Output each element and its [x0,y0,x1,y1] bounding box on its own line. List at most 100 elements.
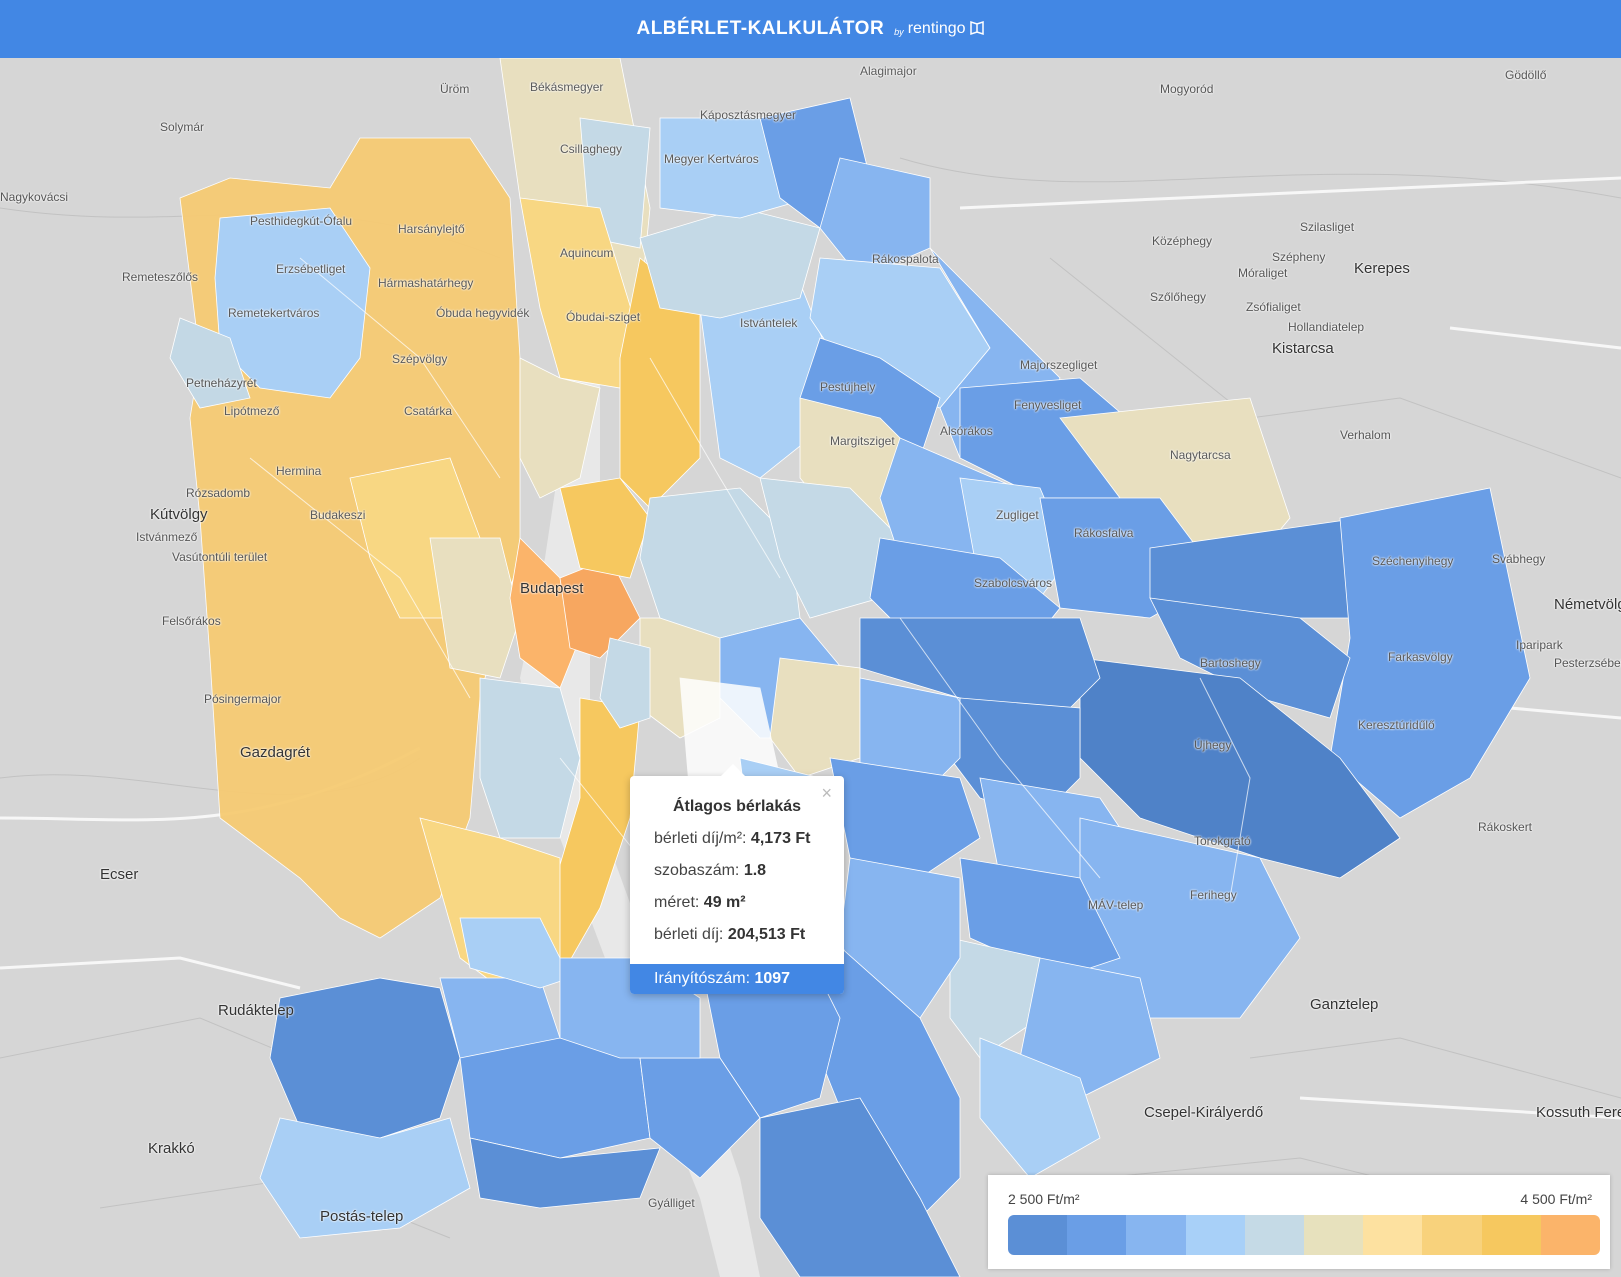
place-label: Újhegy [1194,738,1232,752]
place-label: Kossuth Ferenc-telep [1536,1104,1621,1121]
place-label: Szépheny [1272,250,1326,264]
place-label: Óbudai-sziget [566,310,641,324]
legend-color-bar [1008,1215,1600,1255]
choropleth-map[interactable]: Budapest Alagimajor Gödöllő Üröm Békásme… [0,58,1621,1277]
place-label: Keresztúridűlő [1358,718,1435,732]
legend-swatch [1008,1215,1068,1255]
place-label: Lipótmező [224,404,280,418]
place-label: Rudáktelep [218,1002,294,1019]
place-label: Rákospalota [872,252,939,266]
place-label: Budakeszi [310,508,366,522]
legend-swatch [1067,1215,1127,1255]
place-label: Nagytarcsa [1170,448,1231,462]
app-title: ALBÉRLET-KALKULÁTOR [636,18,885,39]
place-label: Erzsébetliget [276,262,346,276]
legend-swatch [1304,1215,1364,1255]
place-label: Istvánmező [136,530,198,544]
place-label: Széchenyihegy [1372,554,1454,568]
place-label: Hármashatárhegy [378,276,474,290]
legend-swatch [1126,1215,1186,1255]
legend-min-label: 2 500 Ft/m² [1008,1191,1080,1207]
place-label: Alsórákos [940,424,993,438]
place-label: Szépvölgy [392,352,448,366]
place-label: Békásmegyer [530,80,604,94]
place-label: Petneházyrét [186,376,257,390]
place-label: Szilasliget [1300,220,1355,234]
place-label: Megyer Kertváros [664,152,759,166]
place-label: Szőlőhegy [1150,290,1207,304]
place-label: Üröm [440,82,470,96]
place-label: Harsánylejtő [398,222,465,236]
place-label: Svábhegy [1492,552,1546,566]
place-label: Ganztelep [1310,996,1379,1013]
legend-swatch [1185,1215,1245,1255]
place-label: Istvántelek [740,316,798,330]
place-label: Pestújhely [820,380,876,394]
place-label: Gyálliget [648,1196,695,1210]
popup-row-rooms: szobaszám: 1.8 [654,862,767,879]
place-label: Gazdagrét [240,744,311,761]
place-label: Zugliget [996,508,1039,522]
place-label: Gödöllő [1505,68,1547,82]
place-label: Mogyoród [1160,82,1214,96]
place-label: Szabolcsváros [974,576,1053,590]
legend-swatch [1422,1215,1482,1255]
color-legend: 2 500 Ft/m² 4 500 Ft/m² [988,1175,1610,1269]
place-label: Csepel-Királyerdő [1144,1104,1264,1121]
place-label: Remetekertváros [228,306,320,320]
legend-swatch [1540,1215,1600,1255]
place-label: Krakkó [148,1140,195,1157]
place-label: Farkasvölgy [1388,650,1453,664]
district-popup: × Átlagos bérlakás bérleti díj/m²: 4,173… [630,764,844,994]
close-icon[interactable]: × [821,783,832,803]
place-label: Hollandiatelep [1288,320,1365,334]
place-label: Remeteszőlős [122,270,199,284]
legend-max-label: 4 500 Ft/m² [1520,1191,1592,1207]
place-label: Vasútontúli terület [172,550,268,564]
place-label: Óbuda hegyvidék [436,306,530,320]
place-label: Margitsziget [830,434,895,448]
top-header: ALBÉRLET-KALKULÁTOR by rentingo [0,0,1621,58]
book-icon [969,20,985,40]
place-label: Ecser [100,866,139,883]
brand-name[interactable]: rentingo [907,20,966,37]
place-label: Káposztásmegyer [700,108,797,122]
popup-row-size: méret: 49 m² [654,894,746,911]
legend-swatch [1481,1215,1541,1255]
place-label: Solymár [160,120,205,134]
place-label: Csillaghegy [560,142,623,156]
legend-swatch [1244,1215,1305,1255]
place-label: Csatárka [404,404,453,418]
place-label: Pesthidegkút-Ófalu [250,214,353,228]
place-label: Középhegy [1152,234,1213,248]
brand-by: by [894,27,904,37]
place-label: Felsőrákos [162,614,221,628]
place-label: Alagimajor [860,64,917,78]
place-label: Móraliget [1238,266,1288,280]
popup-row-rent: bérleti díj: 204,513 Ft [654,926,806,943]
place-label: Hermina [276,464,322,478]
place-label: Iparipark [1516,638,1563,652]
popup-row-rent-per-sqm: bérleti díj/m²: 4,173 Ft [654,830,811,847]
city-label: Budapest [520,580,584,597]
place-label: Rákosfalva [1074,526,1134,540]
legend-swatch [1363,1215,1423,1255]
place-label: Majorszegliget [1020,358,1098,372]
place-label: Torokgrató [1194,834,1251,848]
place-label: Verhalom [1340,428,1391,442]
place-label: Pósingermajor [204,692,282,706]
place-label: Bartoshegy [1200,656,1261,670]
place-label: Kerepes [1354,260,1410,277]
popup-title: Átlagos bérlakás [672,798,802,815]
place-label: Pesterzsébet [1554,656,1621,670]
place-label: Postás-telep [320,1208,404,1225]
place-label: Zsófialiget [1246,300,1301,314]
place-label: Kútvölgy [150,506,208,523]
place-label: Ferihegy [1190,888,1237,902]
place-label: MÁV-telep [1088,898,1144,912]
place-label: Kistarcsa [1272,340,1334,357]
place-label: Nagykovácsi [0,190,69,204]
place-label: Aquincum [560,246,614,260]
popup-zipcode: Irányítószám: 1097 [630,964,844,994]
place-label: Rákoskert [1478,820,1533,834]
